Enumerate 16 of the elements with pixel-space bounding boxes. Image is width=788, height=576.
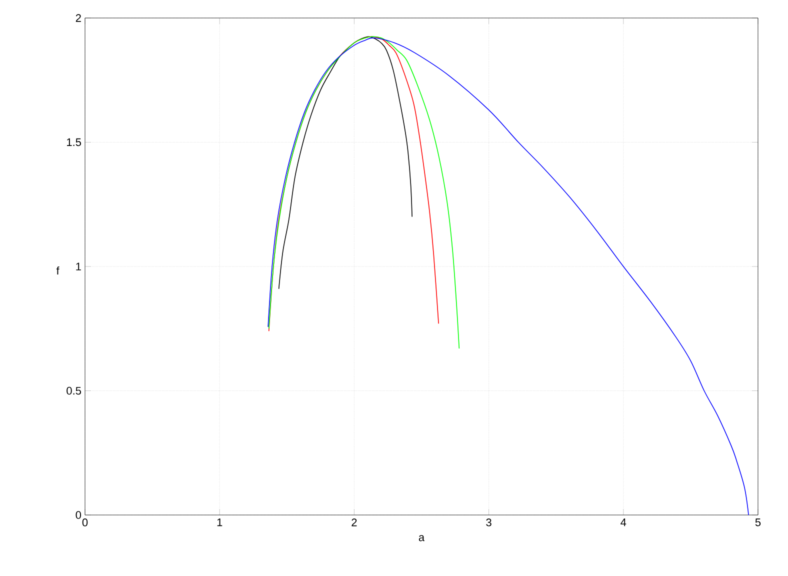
x-tick-label: 5 bbox=[755, 518, 761, 526]
y-tick-label: 1.5 bbox=[67, 138, 82, 146]
x-tick-label: 0 bbox=[82, 518, 88, 526]
line-series bbox=[278, 36, 412, 290]
x-tick-label: 1 bbox=[217, 518, 222, 526]
x-tick-label: 3 bbox=[486, 518, 492, 526]
y-tick-label: 1 bbox=[76, 262, 81, 270]
line-series bbox=[268, 36, 460, 349]
line-series bbox=[268, 37, 749, 515]
y-tick-label: 2 bbox=[76, 14, 81, 22]
y-tick-label: 0 bbox=[76, 511, 82, 519]
x-tick-label: 2 bbox=[352, 518, 357, 526]
y-axis-title: f bbox=[56, 266, 60, 274]
x-axis-title: a bbox=[418, 535, 425, 542]
x-tick-label: 4 bbox=[620, 518, 626, 526]
y-tick-label: 0.5 bbox=[66, 386, 82, 395]
